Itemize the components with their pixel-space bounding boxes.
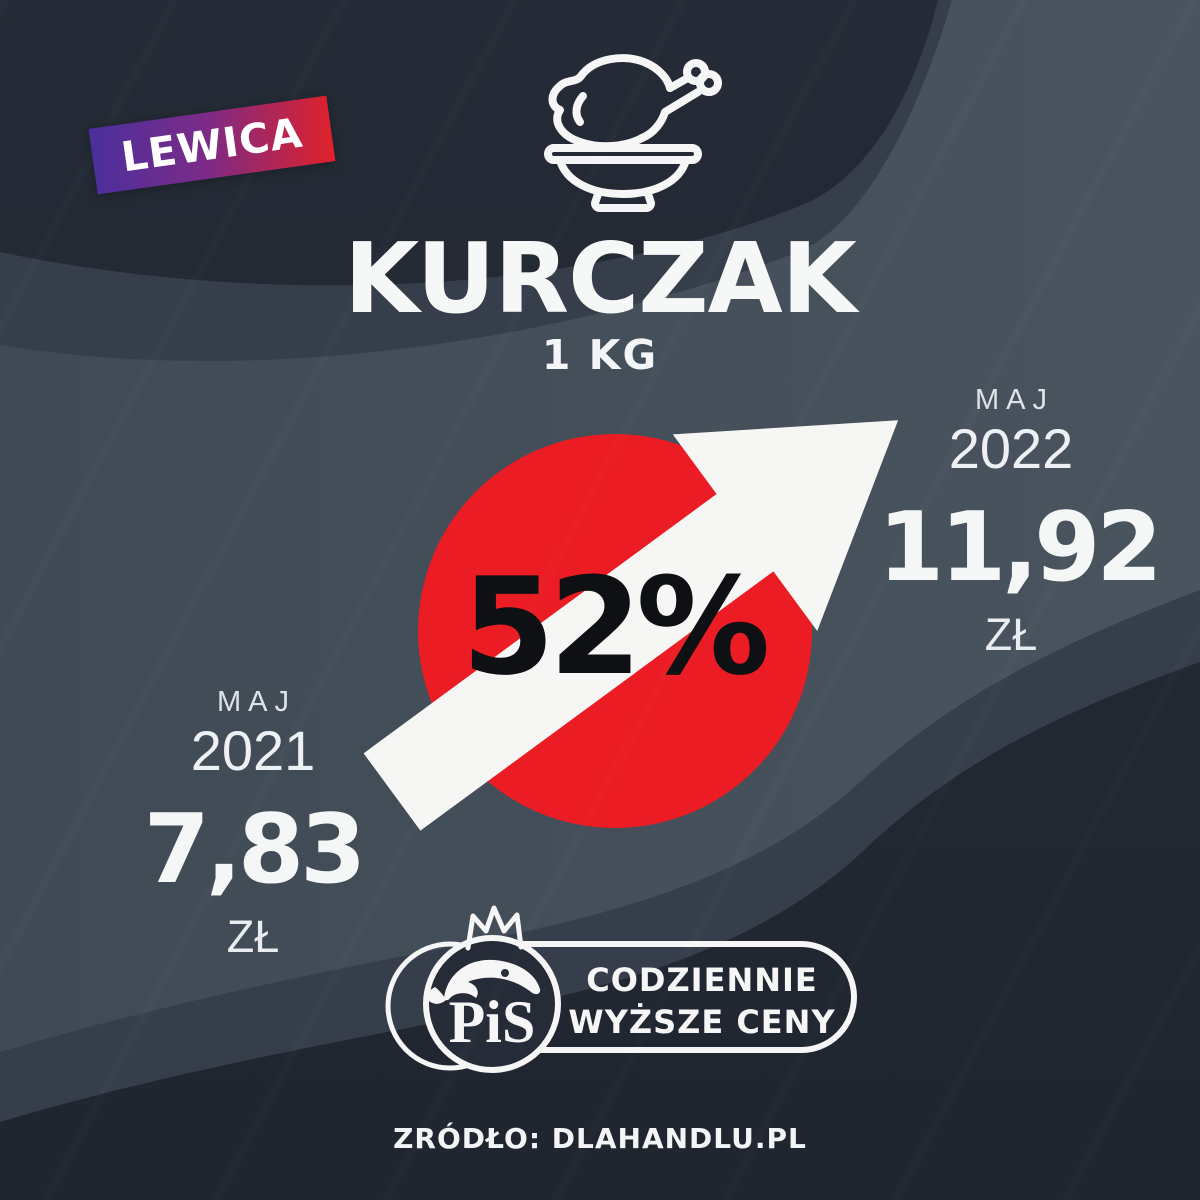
price-2021-month: MAJ xyxy=(217,686,296,718)
price-2021-year: 2021 xyxy=(190,719,316,782)
price-2022-amount: 11,92 xyxy=(878,493,1163,603)
price-2022-year: 2022 xyxy=(948,417,1074,480)
price-2022-currency: ZŁ xyxy=(984,609,1038,660)
pis-campaign-badge: PiS CODZIENNIE WYŻSZE CENY xyxy=(385,905,857,1073)
slogan-line1: CODZIENNIE xyxy=(586,961,818,999)
pis-logo-text: PiS xyxy=(449,989,536,1055)
product-title: KURCZAK xyxy=(344,222,857,335)
percent-change: 52% xyxy=(461,549,771,705)
up-arrow-icon xyxy=(363,420,899,831)
pis-eagle-eye xyxy=(501,969,509,977)
crown-icon xyxy=(465,905,524,951)
price-2021-currency: ZŁ xyxy=(226,911,280,962)
source-credit: ZRÓDŁO: DLAHANDLU.PL xyxy=(393,1122,807,1155)
price-2022-block: MAJ 2022 11,92 ZŁ xyxy=(878,384,1163,660)
pis-eagle-beak-icon xyxy=(424,987,446,1004)
product-unit: 1 KG xyxy=(541,331,659,379)
slogan-line2: WYŻSZE CENY xyxy=(568,1003,835,1041)
price-2021-amount: 7,83 xyxy=(143,795,366,905)
roast-chicken-icon xyxy=(544,54,722,212)
pis-eagle-head-icon xyxy=(444,959,541,1001)
price-2022-month: MAJ xyxy=(975,384,1054,416)
price-2021-block: MAJ 2021 7,83 ZŁ xyxy=(120,686,386,962)
